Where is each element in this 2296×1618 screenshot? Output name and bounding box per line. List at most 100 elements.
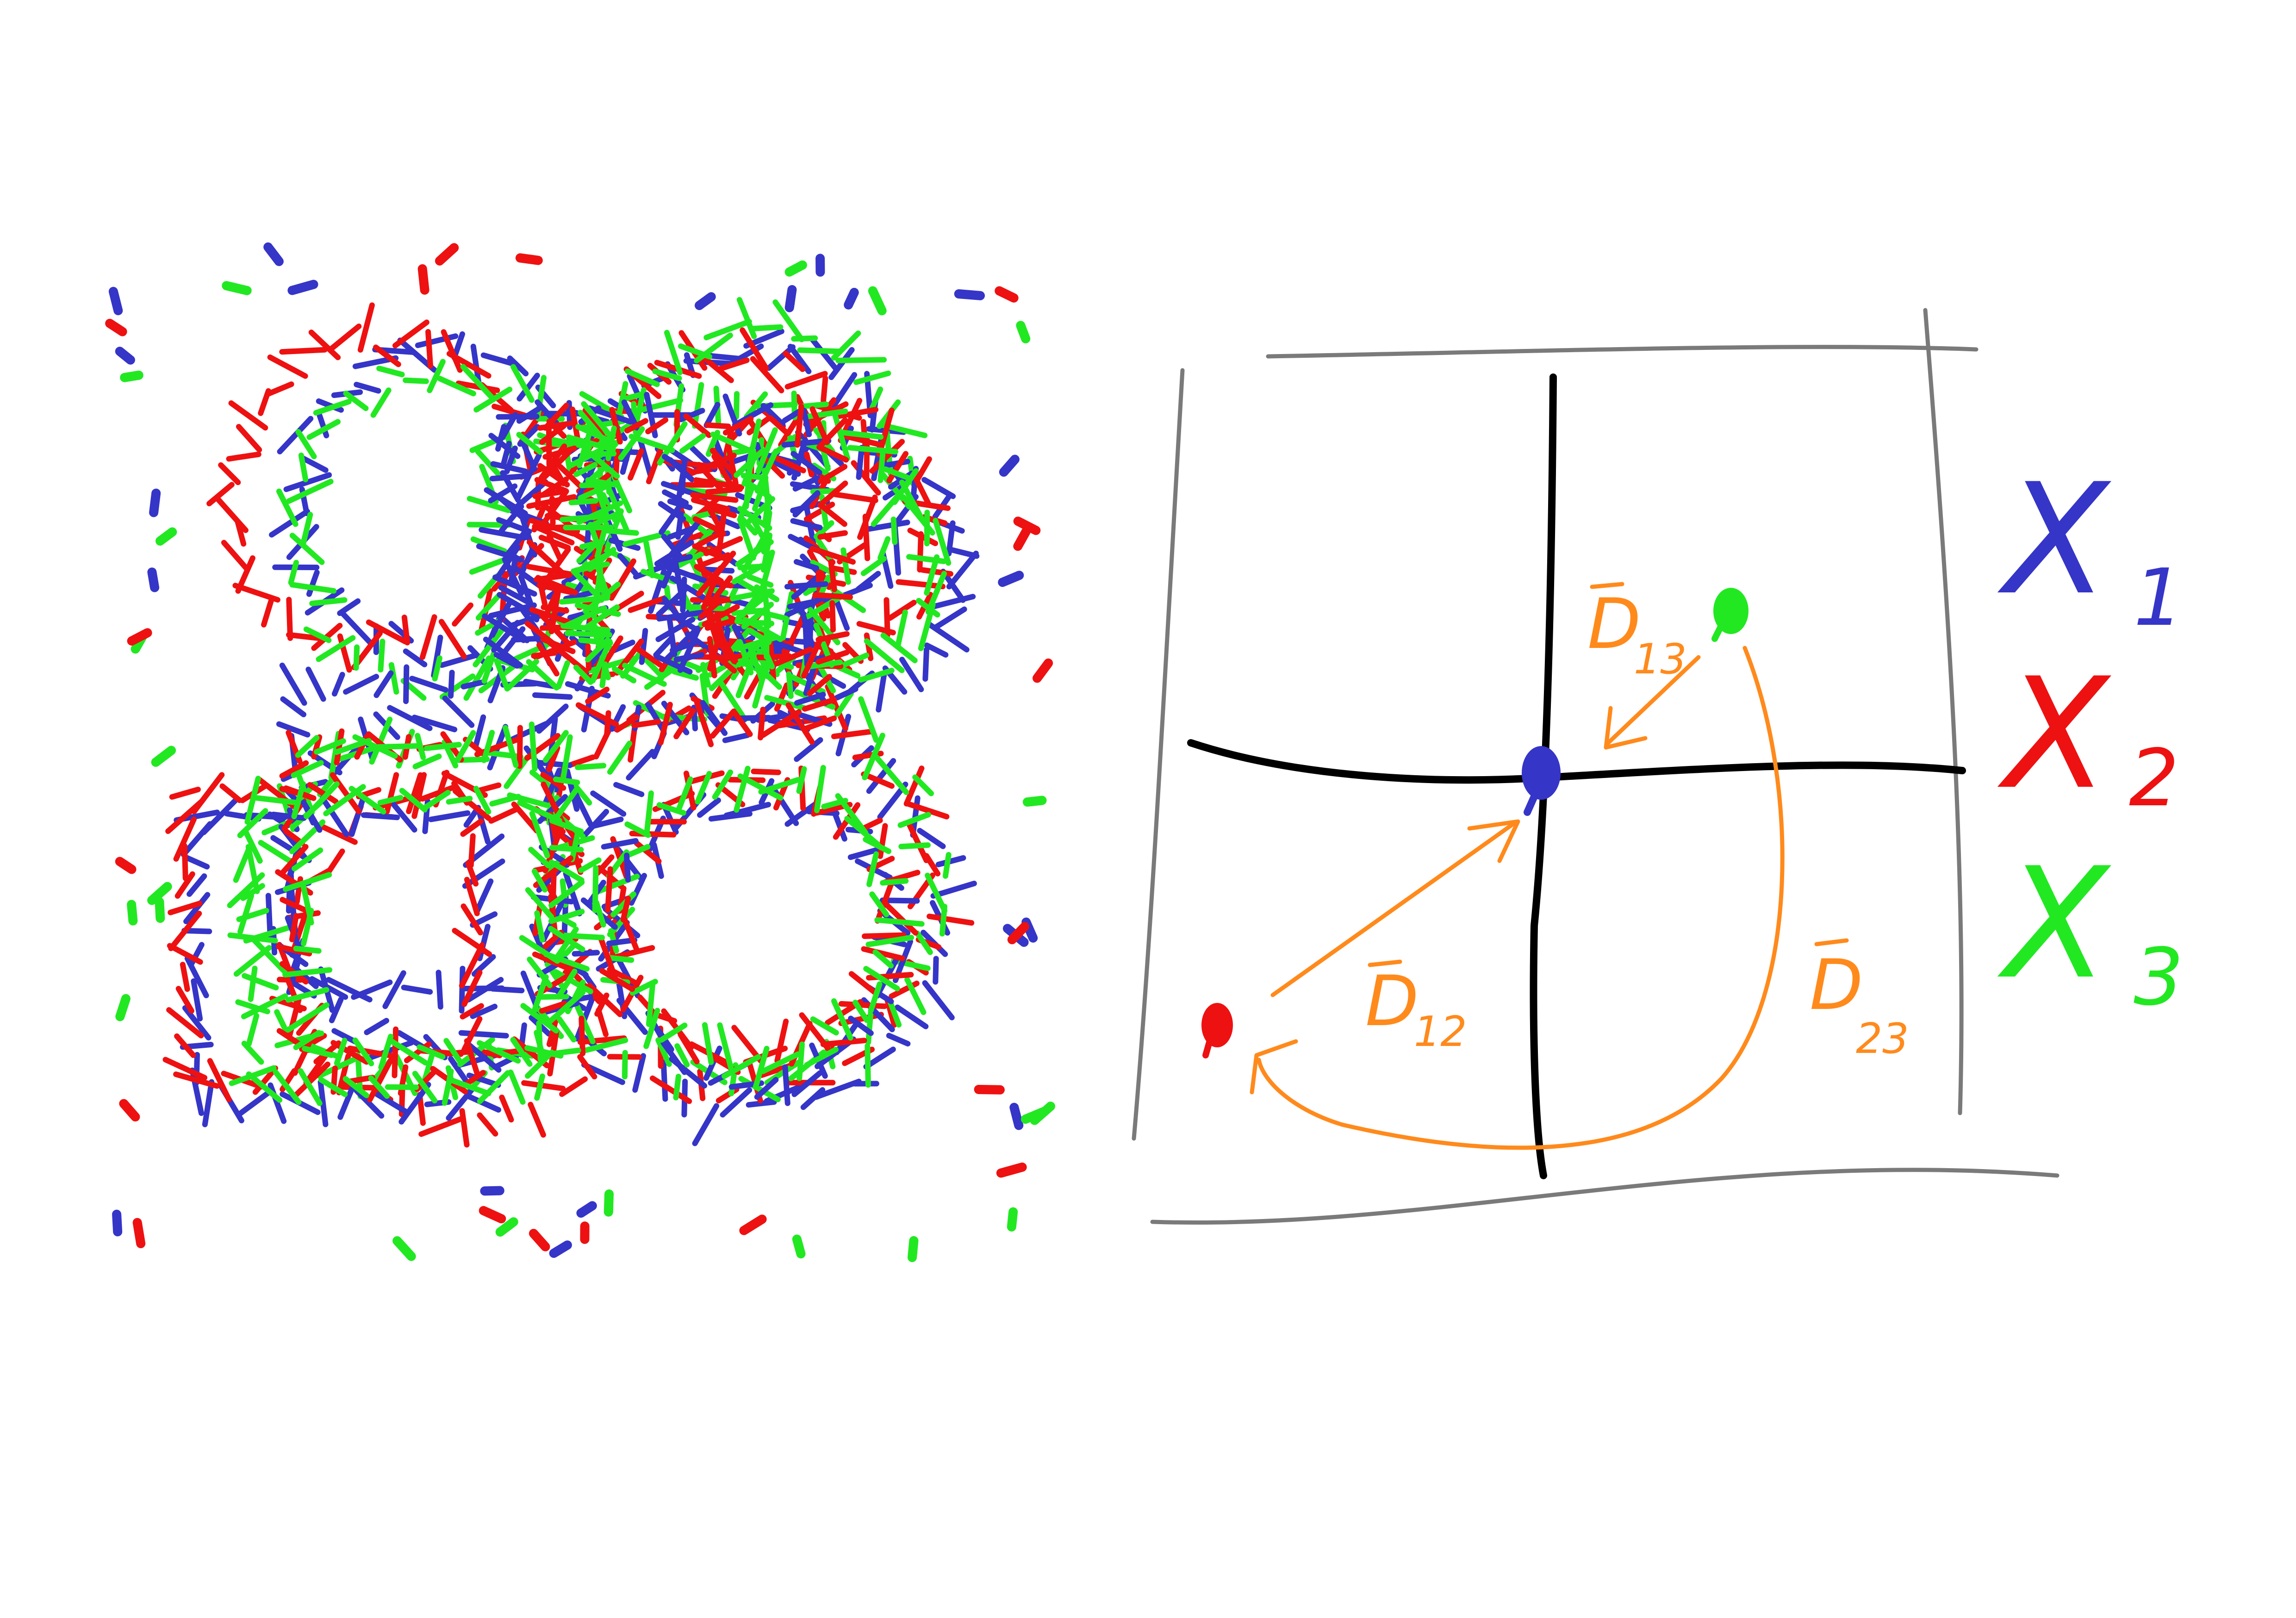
scatter-mark xyxy=(562,1079,585,1095)
scatter-mark xyxy=(607,713,608,734)
scatter-mark xyxy=(999,291,1014,298)
label-d13: D xyxy=(1587,584,1641,665)
scatter-mark xyxy=(856,373,888,382)
scatter-mark xyxy=(137,1223,141,1244)
scatter-mark xyxy=(395,1029,396,1076)
scatter-mark xyxy=(918,459,929,479)
scatter-mark xyxy=(789,674,791,696)
scatter-mark xyxy=(154,493,156,513)
scatter-mark xyxy=(912,1241,914,1257)
scatter-mark xyxy=(152,887,168,901)
scatter-mark xyxy=(172,790,198,797)
scatter-mark xyxy=(867,1046,868,1085)
scatter-mark xyxy=(635,1056,643,1090)
scatter-mark xyxy=(616,785,641,795)
frame-right xyxy=(1925,310,1961,1113)
scatter-mark xyxy=(256,798,295,803)
scatter-mark xyxy=(836,494,876,500)
scatter-mark xyxy=(217,498,246,530)
scatter-mark xyxy=(562,516,605,520)
scatter-mark xyxy=(120,351,131,360)
scatter-mark xyxy=(794,338,815,339)
scatter-mark xyxy=(292,285,313,291)
scatter-mark xyxy=(124,1104,135,1117)
horizontal-axis xyxy=(1191,743,1962,780)
scatter-mark xyxy=(928,624,966,650)
scatter-mark xyxy=(388,1087,417,1088)
scatter-mark xyxy=(801,404,826,406)
noisy-point-cloud-icon xyxy=(110,247,1051,1257)
scatter-mark xyxy=(865,517,868,559)
scatter-mark xyxy=(405,380,426,381)
scatter-mark xyxy=(777,1021,786,1061)
scatter-mark xyxy=(837,689,856,698)
legend: X 1 X 2 X 3 xyxy=(1997,451,2184,1023)
scatter-mark xyxy=(427,745,459,748)
scatter-mark xyxy=(185,846,186,878)
scatter-mark xyxy=(505,728,516,765)
scatter-mark xyxy=(540,996,566,997)
scatter-mark xyxy=(925,650,927,679)
scatter-mark xyxy=(484,1211,502,1219)
scatter-mark xyxy=(240,1093,268,1114)
scatter-mark xyxy=(848,292,854,305)
scatter-mark xyxy=(942,907,945,934)
scatter-mark xyxy=(131,904,133,921)
scatter-mark xyxy=(705,1025,711,1063)
scatter-mark xyxy=(187,858,207,867)
scatter-mark xyxy=(806,628,807,665)
scatter-mark xyxy=(880,539,888,558)
scatter-mark xyxy=(475,717,483,747)
scatter-mark xyxy=(578,765,604,767)
scatter-mark xyxy=(303,515,311,545)
point-x1-tail xyxy=(1527,791,1537,812)
scatter-mark xyxy=(282,666,305,703)
scatter-mark xyxy=(236,850,249,880)
scatter-mark xyxy=(708,489,740,492)
label-d13-sub: 13 xyxy=(1634,635,1687,684)
scatter-mark xyxy=(598,1010,606,1034)
scatter-mark xyxy=(935,958,936,982)
scatter-mark xyxy=(364,815,397,817)
frame-top xyxy=(1268,347,1976,356)
distance-labels: D 13 D 12 D 23 xyxy=(1365,584,1909,1063)
scatter-mark xyxy=(602,664,605,685)
scatter-mark xyxy=(379,368,402,374)
scatter-mark xyxy=(901,845,928,846)
scatter-mark xyxy=(249,1016,256,1044)
scatter-mark xyxy=(562,598,608,602)
scatter-mark xyxy=(523,973,536,1006)
scatter-mark xyxy=(380,641,382,670)
scatter-mark xyxy=(851,850,877,858)
scatter-mark xyxy=(793,521,820,528)
scatter-mark xyxy=(423,617,435,657)
scatter-mark xyxy=(1004,460,1015,473)
scatter-mark xyxy=(708,425,728,427)
scatter-mark xyxy=(820,533,845,537)
scatter-mark xyxy=(823,1040,865,1044)
scatter-mark xyxy=(492,476,527,479)
scatter-mark xyxy=(567,633,610,635)
scatter-mark xyxy=(378,746,417,747)
scatter-mark xyxy=(510,1072,523,1102)
scatter-mark xyxy=(556,779,577,783)
scatter-mark xyxy=(221,465,238,482)
scatter-mark xyxy=(695,385,701,426)
scatter-mark xyxy=(787,584,826,587)
scatter-mark xyxy=(292,585,334,591)
scatter-mark xyxy=(925,983,952,1018)
legend-x1-sub: 1 xyxy=(2134,552,2184,644)
scatter-mark xyxy=(608,869,610,910)
scatter-mark xyxy=(449,798,470,802)
scatter-mark xyxy=(676,1077,678,1098)
scatter-mark xyxy=(312,600,344,603)
scatter-mark xyxy=(790,265,803,272)
scatter-mark xyxy=(535,695,570,697)
scatter-mark xyxy=(183,965,187,989)
scatter-mark xyxy=(725,735,747,741)
scatter-mark xyxy=(471,836,473,865)
scatter-mark xyxy=(385,973,403,1006)
scatter-mark xyxy=(927,645,946,655)
scatter-mark xyxy=(282,350,324,352)
